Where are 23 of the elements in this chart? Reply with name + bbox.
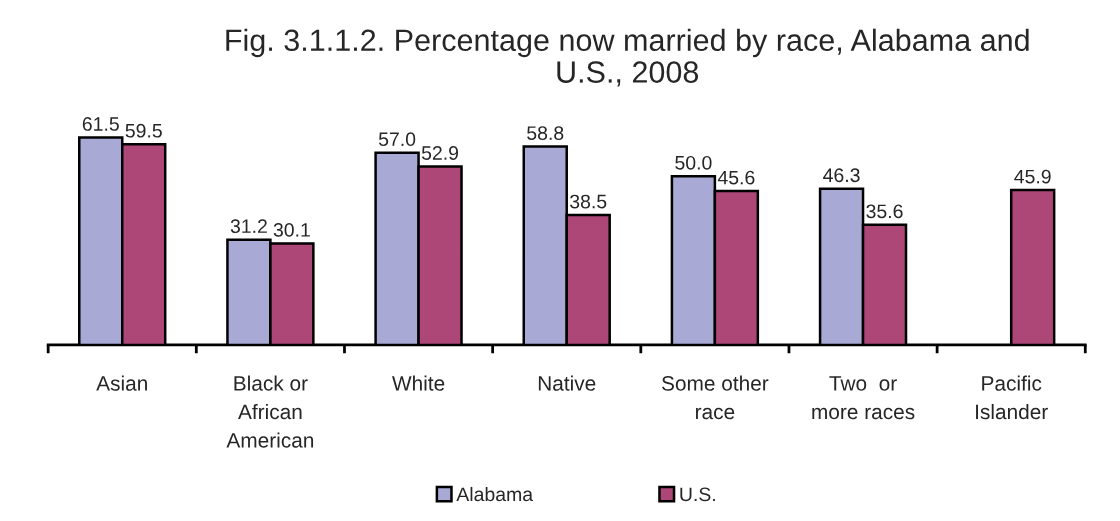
data-label: 57.0 (378, 132, 416, 147)
data-label: 45.6 (717, 170, 755, 185)
data-label: 58.8 (527, 126, 564, 140)
data-label: 61.5 (82, 117, 119, 131)
data-label: 50.0 (675, 155, 712, 170)
data-label: 59.5 (125, 123, 162, 138)
chart-title: Fig. 3.1.1.2. Percentage now married by race, Alabama and U.S., 2008 (226, 28, 1029, 87)
data-label: 45.9 (1014, 169, 1051, 184)
x-tick-label: Native (538, 375, 596, 391)
data-label: 38.5 (570, 194, 607, 209)
x-tick-label: Two or more races (812, 376, 915, 420)
legend-label: U.S. (680, 487, 715, 502)
x-tick-label: Black or African American (226, 375, 314, 448)
data-label: 30.1 (273, 223, 310, 237)
x-tick-label: Some other race (661, 375, 769, 420)
legend-label: Alabama (456, 486, 534, 502)
data-label: 35.6 (866, 204, 903, 219)
data-label: 46.3 (823, 168, 860, 183)
data-label: 31.2 (230, 219, 267, 234)
x-tick-label: White (392, 375, 445, 391)
x-tick-label: Pacific Islander (976, 375, 1048, 420)
x-tick-label: Asian (96, 375, 147, 391)
data-label: 52.9 (421, 146, 459, 160)
